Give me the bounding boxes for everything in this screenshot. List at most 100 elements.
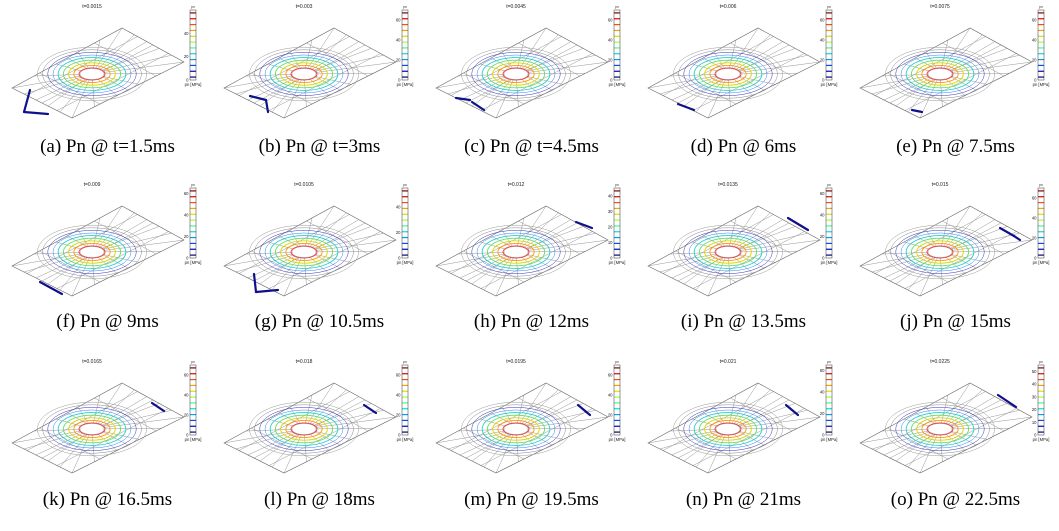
contour-ring xyxy=(461,46,571,102)
contour-ring xyxy=(885,224,995,280)
mesh-radial-line xyxy=(91,212,135,253)
colorbar-tick-label: 0 xyxy=(610,78,613,83)
contour-ring xyxy=(52,232,132,272)
colorbar-top-label: pn xyxy=(403,5,407,9)
central-hole xyxy=(927,423,953,435)
colorbar-frame xyxy=(613,9,621,81)
colorbar-top-label: pn xyxy=(827,360,831,364)
mesh-radial-line xyxy=(271,251,305,291)
colorbar-tick-label: 0 xyxy=(398,256,401,261)
pressure-contour-plot: pn 0 20 40 60 pn [MPa] xyxy=(435,360,626,474)
contact-streak xyxy=(996,393,1018,409)
figure-panel: t=0.0045 pn 0 20 40 60 pn [MPa] (c) Pn @ t=4.5m… xyxy=(426,0,637,176)
colorbar-tick-label: 0 xyxy=(186,78,189,83)
time-label: t=0.015 xyxy=(931,182,949,188)
time-label: t=0.003 xyxy=(295,4,313,10)
contact-streak xyxy=(264,98,270,114)
colorbar-top-label: pn xyxy=(191,360,195,364)
colorbar: pn 0 20 40 60 pn [MPa] xyxy=(820,183,838,265)
mesh-grid-line xyxy=(480,408,593,466)
pressure-contour-plot: pn 0 20 40 pn [MPa] xyxy=(223,183,414,297)
subfigure-caption: (o) Pn @ 22.5ms xyxy=(890,489,1021,510)
colorbar: pn 0 20 40 60 pn [MPa] xyxy=(184,183,202,265)
contour-ring xyxy=(900,232,980,272)
contour-ring xyxy=(52,409,132,449)
contact-streak xyxy=(576,403,592,417)
contour-ring xyxy=(688,232,768,272)
colorbar-frame xyxy=(189,187,197,259)
mesh-radial-line xyxy=(647,251,729,267)
mesh-grid-line xyxy=(692,53,805,111)
figure-panel: t=0.003 pn 0 20 40 60 pn [MPa] (b) Pn @ t=3ms xyxy=(214,0,425,176)
colorbar-tick-label: 50 xyxy=(1032,369,1037,374)
contact-streak xyxy=(676,102,696,112)
colorbar: pn 0 20 40 60 pn [MPa] xyxy=(184,360,202,442)
subfigure-caption: (e) Pn @ 7.5ms xyxy=(896,136,1015,157)
contour-ring xyxy=(471,230,561,274)
mesh-radial-line xyxy=(303,389,347,430)
pressure-contour-plot: pn 0 20 40 60 pn [MPa] xyxy=(647,183,838,297)
mesh-radial-line xyxy=(11,428,93,444)
contour-rings xyxy=(461,46,571,102)
mesh-grid-line xyxy=(904,53,1017,111)
contour-ring xyxy=(502,67,530,81)
mesh-radial-line xyxy=(483,251,517,291)
time-label: t=0.006 xyxy=(719,4,737,10)
mesh-radial-line xyxy=(727,219,783,253)
contour-rings xyxy=(37,46,147,102)
mesh-grid-line xyxy=(480,53,593,111)
mesh-radial-line xyxy=(939,48,1008,75)
contour-ring xyxy=(259,230,349,274)
colorbar-tick-label: 30 xyxy=(1032,394,1037,399)
contact-streak xyxy=(252,272,258,294)
colorbar-top-label: pn xyxy=(1039,5,1043,9)
contact-streak xyxy=(574,220,594,230)
mesh-lines xyxy=(647,382,821,474)
contour-ring xyxy=(78,67,106,81)
pressure-contour-plot: pn 0 20 40 60 pn [MPa] xyxy=(11,360,202,474)
mesh-radial-line xyxy=(283,73,305,119)
colorbar: pn 0 20 40 60 pn [MPa] xyxy=(820,360,838,442)
contact-streak xyxy=(254,288,280,294)
colorbar-tick-label: 0 xyxy=(398,78,401,83)
colorbar-unit-label: pn [MPa] xyxy=(185,260,202,265)
colorbar-tick-label: 20 xyxy=(820,234,825,239)
colorbar-unit-label: pn [MPa] xyxy=(609,437,626,442)
contour-ring xyxy=(274,237,334,267)
colorbar-frame xyxy=(825,9,833,81)
colorbar-tick-label: 40 xyxy=(608,393,613,398)
contour-ring xyxy=(709,419,747,439)
colorbar-unit-label: pn [MPa] xyxy=(821,260,838,265)
contour-ring xyxy=(678,49,778,99)
contour-ring xyxy=(688,54,768,94)
mesh-grid-line xyxy=(56,53,169,111)
contour-rings xyxy=(461,224,571,280)
contour-ring xyxy=(42,404,142,454)
contour-ring xyxy=(704,417,752,441)
mesh-radial-line xyxy=(727,396,783,430)
contour-ring xyxy=(68,417,116,441)
mesh-radial-line xyxy=(283,428,305,474)
contour-rings xyxy=(37,224,147,280)
colorbar-frame xyxy=(613,364,621,436)
contour-ring xyxy=(910,237,970,267)
colorbar-frame xyxy=(613,187,621,259)
contour-rings xyxy=(249,401,359,457)
time-label: t=0.0165 xyxy=(82,359,102,365)
colorbar-tick-label: 60 xyxy=(396,373,401,378)
colorbar: pn 0 20 40 pn [MPa] xyxy=(396,183,414,265)
contour-ring xyxy=(481,235,551,269)
contour-rings xyxy=(673,46,783,102)
contour-ring xyxy=(269,235,339,269)
colorbar-tick-label: 40 xyxy=(1032,382,1037,387)
mesh-radial-line xyxy=(515,61,609,75)
contour-ring xyxy=(78,245,106,259)
contour-ring xyxy=(78,422,106,436)
mesh-grid-line xyxy=(904,408,1017,466)
figure-panel: t=0.012 pn 0 10 20 30 40 pn [MPa] (h) Pn @ 12ms xyxy=(426,178,637,354)
pressure-contour-plot: pn 0 20 40 pn [MPa] xyxy=(11,5,201,119)
central-hole xyxy=(79,423,105,435)
mesh-grid-line xyxy=(480,231,593,289)
colorbar-unit-label: pn [MPa] xyxy=(1033,437,1050,442)
